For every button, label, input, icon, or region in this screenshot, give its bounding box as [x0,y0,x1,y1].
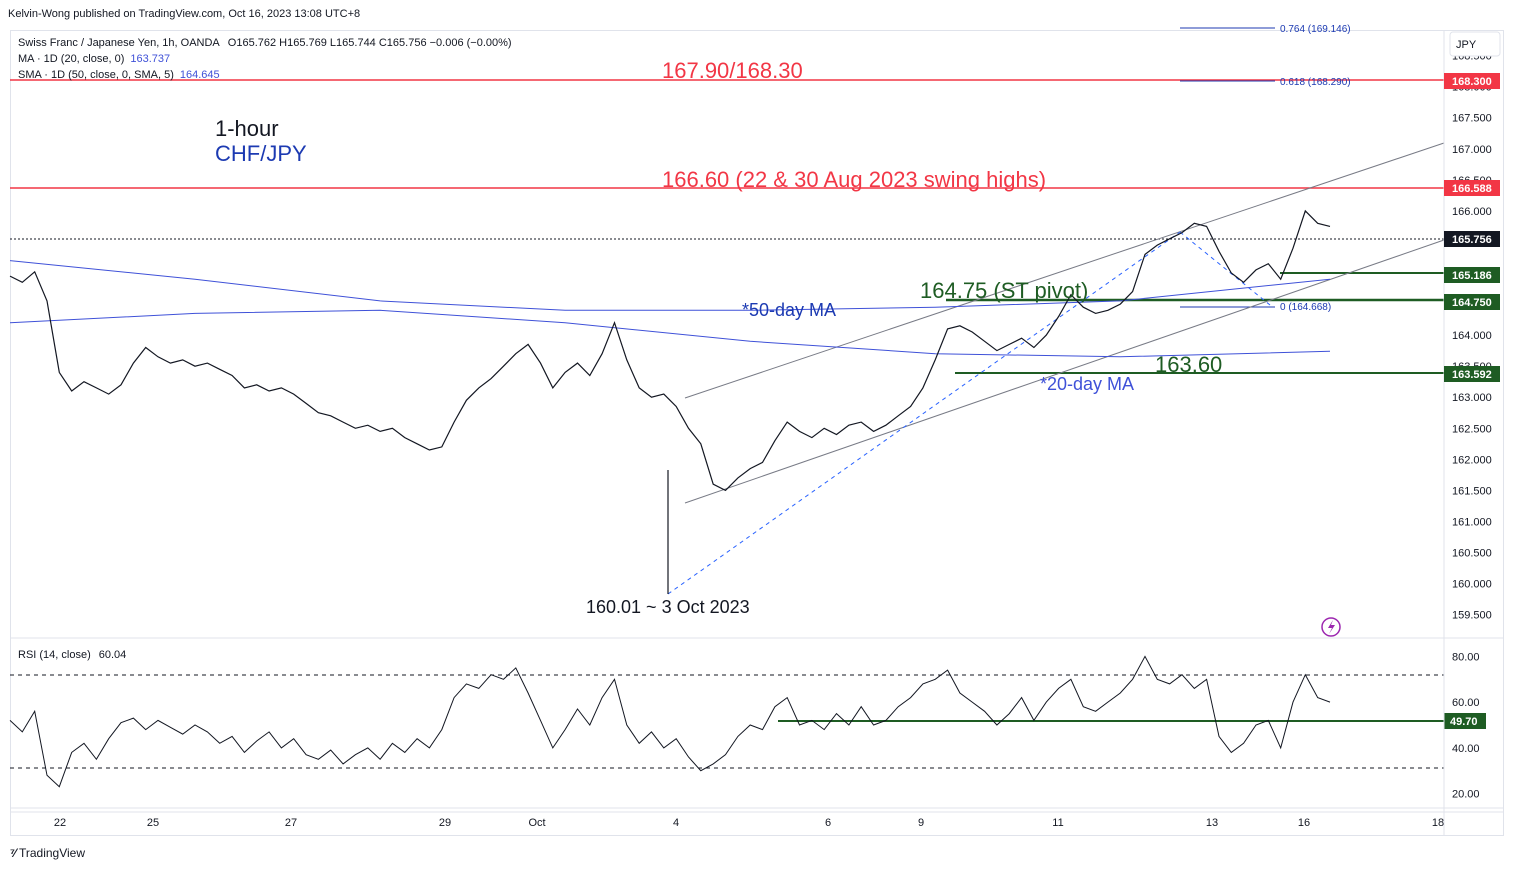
fib-764-label: 0.764 (169.146) [1280,24,1351,35]
support-label: 163.60 [1155,352,1222,377]
timeframe-label: 1-hour [215,116,279,141]
price-series-line [9,209,1331,492]
price-tag-label: 163.592 [1452,369,1492,381]
rsi-legend: RSI (14, close) 60.04 [18,649,126,661]
x-tick-label: 4 [673,817,679,829]
price-tag-label: 165.186 [1452,270,1492,282]
y-tick-label: 162.000 [1452,454,1492,466]
x-tick-label: 13 [1206,817,1218,829]
y-tick-label: 166.000 [1452,206,1492,218]
x-tick-label: 11 [1052,817,1063,829]
ma50-label: *50-day MA [742,300,836,320]
x-tick-label: 18 [1432,817,1444,829]
pair-label: CHF/JPY [215,141,307,166]
channel-lower-line [684,239,1445,504]
price-tag [1444,231,1500,247]
y-tick-label: 167.500 [1452,113,1492,125]
x-tick-label: 25 [147,817,159,829]
rsi-y-tick-label: 20.00 [1452,789,1480,801]
price-tag [1444,73,1500,89]
y-tick-label: 160.000 [1452,579,1492,591]
ma50-line [9,260,1331,311]
rsi-level-tag [1444,713,1486,729]
sma-legend: SMA · 1D (50, close, 0, SMA, 5) 164.645 [18,69,220,81]
price-tag-label: 164.750 [1452,297,1492,309]
rsi-y-tick-label: 60.00 [1452,697,1480,709]
pivot-label: 164.75 (ST pivot) [920,278,1088,303]
x-tick-label: 16 [1298,817,1310,829]
chart-frame [10,30,1504,836]
x-tick-label: 9 [918,817,924,829]
tradingview-logo-icon: ⁷⁄ [10,846,16,860]
price-tag [1444,267,1500,283]
rsi-line [9,655,1331,788]
resistance-2-label: 166.60 (22 & 30 Aug 2023 swing highs) [662,167,1046,192]
lightning-icon-bolt [1328,620,1335,634]
y-tick-label: 161.500 [1452,485,1492,497]
price-tag [1444,180,1500,196]
price-tag-label: 166.588 [1452,183,1492,195]
y-tick-label: 159.500 [1452,610,1492,622]
y-tick-label: 160.500 [1452,547,1492,559]
price-tag-label: 165.756 [1452,234,1492,246]
channel-upper-line [684,142,1445,399]
footer-brand-label: TradingView [18,846,86,860]
resistance-1-label: 167.90/168.30 [662,58,803,83]
currency-box[interactable] [1449,31,1501,57]
y-tick-label: 163.000 [1452,392,1492,404]
price-tag [1444,366,1500,382]
publisher-credit: Kelvin-Wong published on TradingView.com… [8,8,361,20]
x-tick-label: 6 [825,817,831,829]
ma-legend: MA · 1D (20, close, 0) 163.737 [18,53,170,65]
fib-trend-line-2 [1179,231,1271,306]
rsi-y-tick-label: 80.00 [1452,651,1480,663]
currency-label: JPY [1456,39,1477,51]
lightning-icon[interactable] [1321,617,1341,637]
y-tick-label: 167.000 [1452,144,1492,156]
fib-0-label: 0 (164.668) [1280,302,1331,313]
price-tag-label: 168.300 [1452,76,1492,88]
low-label: 160.01 ~ 3 Oct 2023 [586,597,750,617]
ma20-line [9,309,1331,358]
x-tick-label: 27 [285,817,297,829]
price-tag [1444,294,1500,310]
symbol-legend: Swiss Franc / Japanese Yen, 1h, OANDA O16… [18,37,512,49]
x-tick-label: Oct [528,817,545,829]
y-tick-label: 161.000 [1452,516,1492,528]
rsi-level-tag-label: 49.70 [1450,716,1478,728]
y-tick-label: 164.000 [1452,330,1492,342]
ma20-label: *20-day MA [1040,374,1134,394]
x-tick-label: 29 [439,817,451,829]
rsi-y-tick-label: 40.00 [1452,743,1480,755]
fib-618-label: 0.618 (168.290) [1280,77,1351,88]
y-tick-label: 162.500 [1452,423,1492,435]
fib-trend-line [667,231,1181,595]
x-tick-label: 22 [54,817,66,829]
footer-brand: ⁷⁄ TradingView [10,846,85,860]
